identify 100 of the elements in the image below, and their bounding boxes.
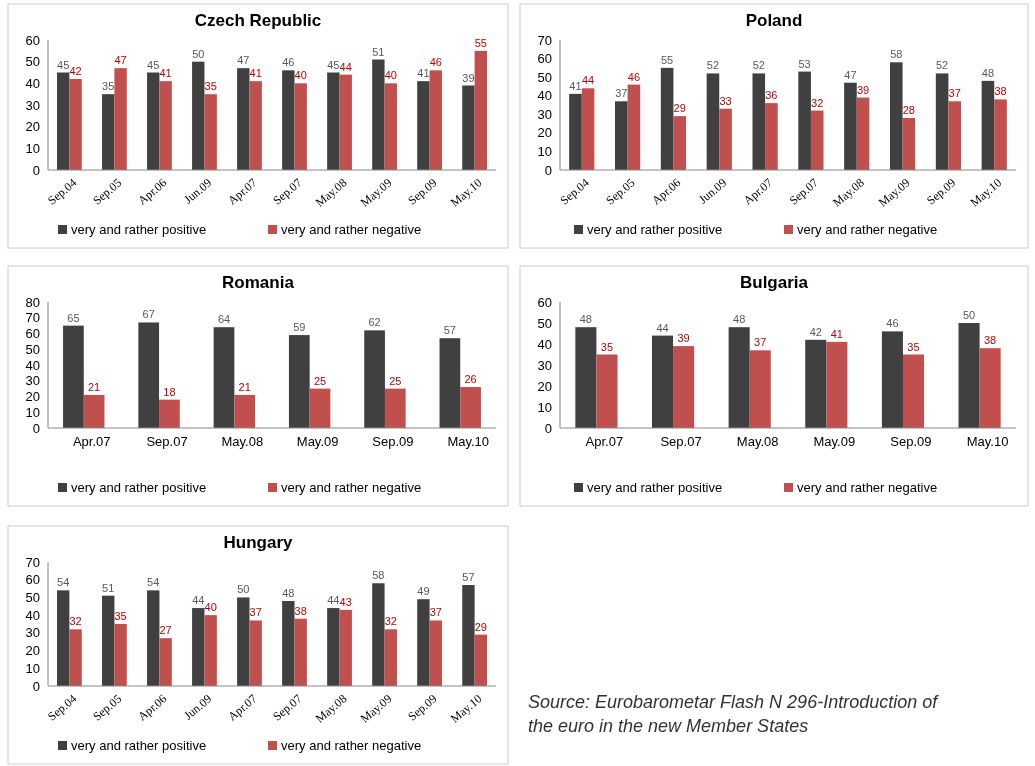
bar [309,388,331,428]
data-label: 45 [327,58,340,71]
y-tick-label: 70 [537,32,552,48]
bar [749,350,771,428]
data-label: 50 [962,309,976,321]
data-label: 38 [994,85,1007,98]
data-label: 27 [159,624,172,637]
data-label: 35 [907,340,920,353]
y-tick-label: 50 [537,69,552,85]
bar [147,590,160,686]
data-label: 46 [627,70,641,83]
bar [660,67,674,170]
data-label: 44 [656,321,669,334]
data-label: 44 [192,594,205,607]
y-tick-label: 50 [25,341,40,357]
data-label: 58 [372,569,385,582]
y-tick-label: 0 [544,420,552,436]
bar [881,331,903,428]
data-label: 32 [69,615,82,628]
data-label: 52 [706,59,720,72]
bar [372,583,385,686]
data-label: 41 [830,327,843,340]
chart-title: Poland [745,11,803,30]
bar [994,99,1007,170]
bar [237,597,250,686]
bar [948,101,962,170]
bar [575,327,597,428]
data-label: 51 [372,45,385,58]
bar [213,327,235,428]
data-label: 25 [389,374,402,387]
bar [192,61,205,170]
data-label: 35 [114,610,127,622]
bar [474,634,487,686]
bar [294,83,307,170]
y-tick-label: 20 [25,389,40,405]
bar [69,79,82,170]
data-label: 28 [902,104,915,116]
data-label: 58 [890,48,903,61]
bar [844,82,857,170]
data-label: 32 [384,615,397,628]
y-tick-label: 10 [25,140,40,156]
bar [372,59,385,170]
y-tick-label: 0 [32,420,40,436]
bar [159,399,180,428]
data-label: 37 [754,336,767,349]
bar [627,84,641,170]
data-label: 59 [293,321,306,334]
bar [810,110,824,170]
bar [204,94,217,170]
bar [192,608,205,686]
data-label: 29 [673,102,686,115]
bar [249,620,262,686]
bar [798,71,811,170]
data-label: 35 [600,340,614,353]
x-tick-label: Sep.07 [146,434,188,449]
data-label: 41 [417,67,430,80]
bar [384,629,397,686]
bar [364,330,385,428]
y-tick-label: 20 [537,125,552,141]
data-label: 47 [237,54,250,67]
bar [159,81,172,170]
y-tick-label: 20 [537,378,552,394]
data-label: 52 [752,59,765,72]
y-tick-label: 10 [25,660,40,676]
legend-label: very and rather negative [281,738,422,753]
data-label: 52 [935,59,949,72]
y-tick-label: 50 [25,54,40,70]
bar [429,70,442,170]
x-tick-label: Apr.07 [585,434,624,449]
bar [462,85,475,170]
bar [462,585,475,686]
chart-title: Romania [222,273,295,292]
y-tick-label: 40 [537,336,552,352]
legend-label: very and rather positive [71,738,207,753]
data-label: 51 [102,581,115,594]
data-label: 41 [569,79,582,92]
x-tick-label: May.09 [296,434,339,449]
data-label: 38 [294,604,307,617]
data-label: 37 [615,87,628,100]
data-label: 43 [339,595,352,608]
bar [417,599,430,686]
y-tick-label: 0 [32,162,40,178]
data-label: 35 [204,80,217,93]
legend-label: very and rather positive [71,222,207,237]
data-label: 41 [159,67,172,80]
y-tick-label: 80 [25,294,40,310]
data-label: 48 [282,586,295,599]
bar [474,50,487,170]
data-label: 65 [67,311,80,324]
bar [981,80,995,170]
data-label: 54 [57,576,70,589]
bar [102,595,115,686]
data-label: 53 [798,57,811,70]
bar [384,83,397,170]
data-label: 57 [443,324,457,337]
data-label: 47 [844,68,857,81]
y-tick-label: 40 [537,88,552,104]
x-tick-label: May.08 [221,434,264,449]
bar [249,81,262,170]
legend-label: very and rather positive [587,222,723,237]
